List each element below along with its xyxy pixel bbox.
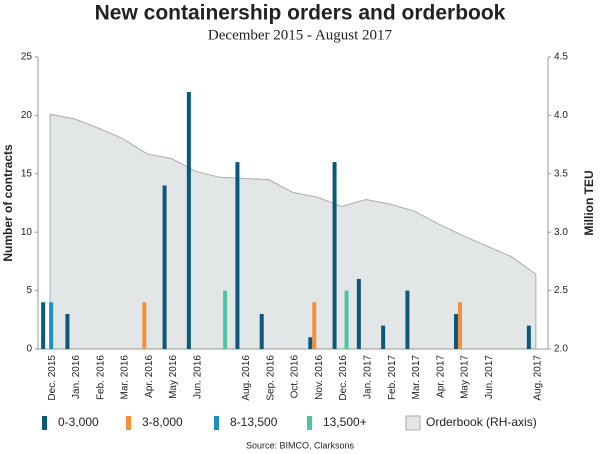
bar <box>186 92 191 349</box>
legend-swatch <box>405 415 421 431</box>
bar <box>235 162 240 349</box>
y2-axis-title: Million TEU <box>582 170 596 235</box>
legend-swatch <box>126 416 131 430</box>
bar <box>332 162 337 349</box>
bar <box>344 290 349 349</box>
x-tick-label: Jan. 2017 <box>362 355 373 399</box>
chart-title: New containership orders and orderbook <box>95 2 506 25</box>
x-tick-label: Mar. 2016 <box>120 355 131 400</box>
y2-tick-label: 2.5 <box>554 285 568 296</box>
x-tick-label: May 2017 <box>460 355 471 399</box>
x-tick-label: Feb. 2017 <box>387 355 398 400</box>
x-tick-label: Jun. 2016 <box>192 355 203 399</box>
legend-label: Orderbook (RH-axis) <box>426 415 537 429</box>
legend-swatch <box>214 416 219 430</box>
x-tick-label: Dec. 2015 <box>47 355 58 401</box>
bar <box>259 313 264 349</box>
bar <box>41 302 46 349</box>
x-tick-label: Dec. 2016 <box>338 355 349 401</box>
y2-tick-label: 2.0 <box>554 344 568 355</box>
bar <box>381 325 386 349</box>
y-tick-label: 25 <box>21 52 33 63</box>
legend-label: 8-13,500 <box>230 415 278 429</box>
x-tick-label: Jan. 2016 <box>71 355 82 399</box>
legend-label: 0-3,000 <box>58 415 99 429</box>
x-tick-label: Apr. 2017 <box>435 355 446 398</box>
bar <box>356 278 361 349</box>
y-axis-title: Number of contracts <box>1 144 15 262</box>
y2-tick-label: 4.5 <box>554 52 568 63</box>
bar <box>65 313 70 349</box>
y-tick-label: 20 <box>21 110 33 121</box>
bar <box>49 302 54 349</box>
x-tick-label: May 2016 <box>168 355 179 399</box>
x-tick-label: Sep. 2016 <box>265 355 276 401</box>
x-tick-label: Nov. 2016 <box>314 355 325 400</box>
bar <box>308 337 313 349</box>
bar <box>405 290 410 349</box>
y-tick-label: 0 <box>26 344 32 355</box>
y2-tick-label: 4.0 <box>554 110 568 121</box>
x-tick-label: Mar. 2017 <box>411 355 422 400</box>
x-tick-label: Feb. 2016 <box>95 355 106 400</box>
bar <box>312 302 317 349</box>
x-tick-label: Oct. 2016 <box>290 355 301 399</box>
legend-label: 13,500+ <box>323 415 367 429</box>
source-note: Source: BIMCO, Clarksons <box>246 440 355 450</box>
legend-swatch <box>307 416 312 430</box>
x-tick-label: Jun. 2017 <box>484 355 495 399</box>
x-tick-label: Apr. 2016 <box>144 355 155 398</box>
y-tick-label: 5 <box>26 285 32 296</box>
y-tick-label: 15 <box>21 168 33 179</box>
bar <box>526 325 531 349</box>
orderbook-area <box>49 113 537 350</box>
y-tick-label: 10 <box>21 227 33 238</box>
y2-tick-label: 3.5 <box>554 168 568 179</box>
bar <box>223 290 228 349</box>
x-tick-label: Aug. 2016 <box>241 355 252 401</box>
bar <box>142 302 147 349</box>
chart-subtitle: December 2015 - August 2017 <box>208 27 393 43</box>
x-tick-label: Aug. 2017 <box>532 355 543 401</box>
legend-label: 3-8,000 <box>142 415 183 429</box>
bar <box>162 185 167 349</box>
bar <box>454 313 458 349</box>
bar <box>458 302 462 349</box>
y2-tick-label: 3.0 <box>554 227 568 238</box>
legend-swatch <box>42 416 47 430</box>
